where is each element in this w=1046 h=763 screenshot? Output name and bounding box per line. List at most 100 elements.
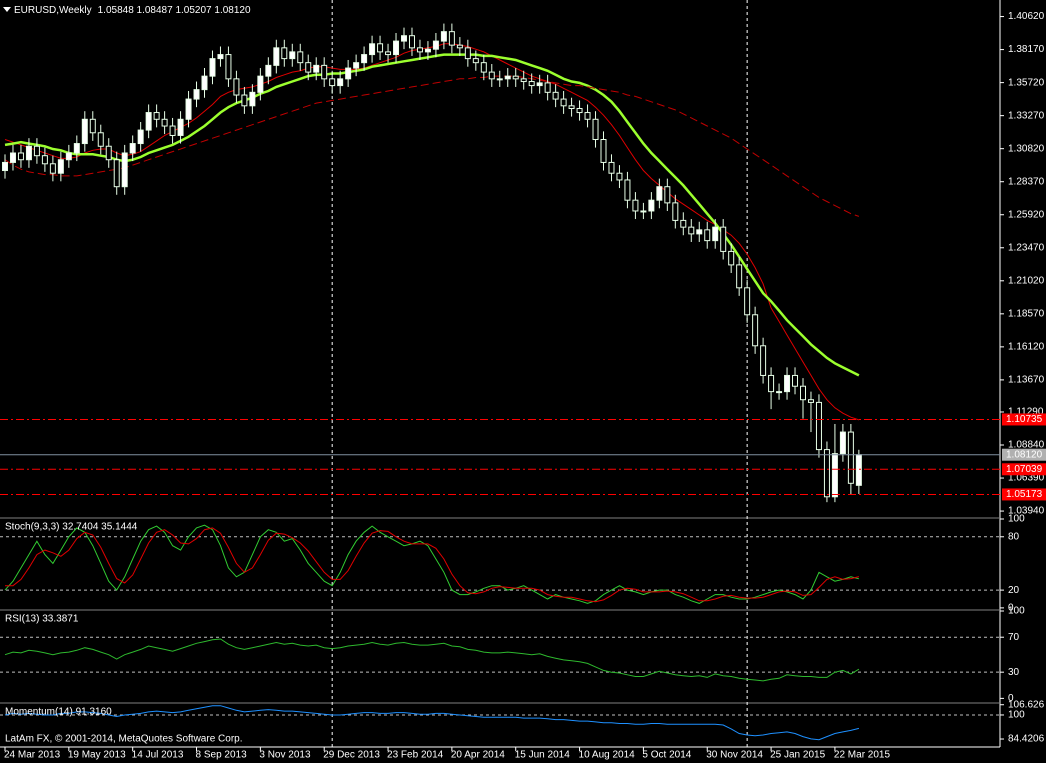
y-tick-label: 100 [1008, 710, 1025, 721]
y-tick-label: 70 [1008, 632, 1020, 643]
candle-body [161, 118, 168, 127]
candle-body [855, 454, 862, 486]
candle-body [448, 31, 455, 46]
x-tick-label: 3 Nov 2013 [259, 750, 311, 761]
candle-body [672, 202, 679, 221]
y-tick-label: 1.35720 [1008, 77, 1045, 88]
candle-body [217, 54, 224, 60]
candle-body [823, 449, 830, 498]
candle-body [768, 374, 775, 393]
candle-body [520, 78, 527, 83]
candle-body [25, 145, 32, 161]
level-label: 1.07039 [1006, 464, 1043, 475]
candle-body [424, 48, 431, 53]
candle-body [536, 82, 543, 87]
candle-body [265, 64, 272, 77]
y-tick-label: 106.626 [1008, 699, 1045, 710]
y-tick-label: 1.11290 [1008, 407, 1044, 418]
y-tick-label: 1.28370 [1008, 176, 1045, 187]
candle-body [41, 155, 48, 165]
x-tick-label: 8 Sep 2013 [196, 750, 248, 761]
candle-body [2, 161, 8, 172]
candle-body [544, 82, 551, 93]
level-label-box [1002, 413, 1046, 426]
y-tick-label: 1.16120 [1008, 342, 1045, 353]
y-tick-label: 0 [1008, 603, 1014, 614]
candle-body [616, 172, 623, 181]
candle-body [416, 47, 423, 53]
candle-body [440, 31, 447, 42]
candle-body [752, 314, 759, 347]
moving-average [4, 53, 860, 377]
candle-body [321, 64, 328, 80]
candle-body [393, 40, 400, 56]
y-tick-label: 1.25920 [1008, 209, 1045, 220]
x-tick-label: 10 Aug 2014 [579, 750, 636, 761]
candle-body [640, 210, 647, 213]
menu-triangle [3, 7, 11, 12]
candle-body [57, 159, 64, 174]
y-tick-label: 30 [1008, 667, 1020, 678]
candle-body [496, 78, 503, 81]
indicator-title: RSI(13) 33.3871 [5, 614, 79, 625]
candle-body [552, 91, 559, 100]
candle-body [137, 129, 144, 145]
y-tick-label: 0 [1008, 693, 1014, 704]
footer: LatAm FX, © 2001-2014, MetaQuotes Softwa… [5, 734, 243, 745]
candle-body [680, 219, 687, 228]
x-tick-label: 25 Jan 2015 [770, 750, 825, 761]
x-tick-label: 29 Dec 2013 [323, 750, 380, 761]
moving-average [4, 75, 860, 217]
y-tick-label: 84.4206 [1008, 734, 1045, 745]
y-tick-label: 1.13670 [1008, 375, 1045, 386]
candle-body [81, 118, 88, 145]
candle-body [89, 118, 96, 134]
candle-body [584, 112, 591, 120]
y-tick-label: 100 [1008, 514, 1025, 525]
candle-body [113, 159, 120, 188]
candle-body [464, 47, 471, 60]
candle-body [305, 62, 312, 73]
candle-body [831, 453, 838, 498]
candle-body [353, 62, 360, 69]
candle-body [361, 54, 368, 64]
level-label-box [1002, 488, 1046, 501]
candle-body [568, 105, 575, 110]
candle-body [784, 374, 791, 393]
candle-body [225, 54, 232, 80]
ohlc: 1.05848 1.08487 1.05207 1.08120 [98, 5, 251, 16]
candle-body [432, 40, 439, 50]
candle-body [377, 43, 384, 53]
candle-body [129, 143, 136, 154]
candle-body [472, 58, 479, 64]
y-tick-label: 20 [1008, 585, 1020, 596]
candle-body [800, 385, 806, 401]
y-tick-label: 1.38170 [1008, 44, 1045, 55]
candle-body [488, 71, 495, 80]
candle-body [648, 199, 655, 212]
y-tick-label: 1.08840 [1008, 440, 1045, 451]
candle-body [512, 75, 519, 80]
y-tick-label: 1.18570 [1008, 308, 1045, 319]
x-tick-label: 19 May 2013 [68, 750, 126, 761]
x-tick-label: 22 Mar 2015 [834, 750, 891, 761]
x-tick-label: 24 Mar 2013 [4, 750, 61, 761]
candle-body [760, 345, 767, 376]
candle-body [624, 179, 631, 201]
candle-body [273, 47, 280, 66]
candle-body [97, 132, 104, 147]
candle-body [704, 229, 711, 242]
candle-body [289, 51, 296, 60]
candle-body [480, 62, 487, 73]
candle-body [257, 75, 264, 93]
candle-body [592, 118, 599, 141]
candle-body [560, 98, 567, 107]
candle-body [736, 264, 743, 289]
candle-body [313, 64, 320, 73]
candle-body [297, 51, 304, 64]
candle-body [249, 91, 256, 107]
candle-body [656, 186, 663, 201]
y-tick-label: 1.03940 [1008, 506, 1045, 517]
